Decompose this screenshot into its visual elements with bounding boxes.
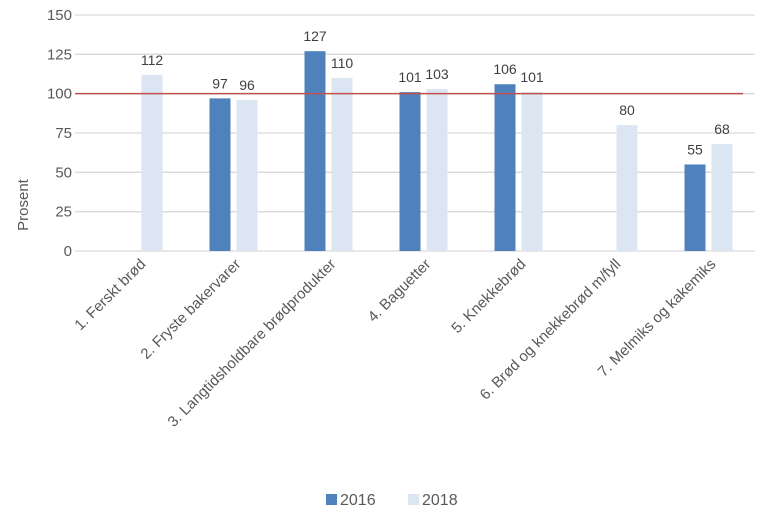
data-label: 103 xyxy=(425,66,449,82)
bar-2016-3 xyxy=(304,51,326,251)
bar-2018-6 xyxy=(616,125,638,251)
x-tick-label: 5. Knekkebrød xyxy=(448,256,529,337)
data-label: 97 xyxy=(212,75,228,91)
legend-label: 2016 xyxy=(340,492,376,509)
legend-swatch-2018 xyxy=(408,494,419,505)
y-tick-label: 25 xyxy=(55,204,72,221)
bar-2016-4 xyxy=(399,92,421,252)
y-tick-label: 125 xyxy=(47,46,72,63)
bar-2018-3 xyxy=(331,77,353,251)
data-label: 101 xyxy=(398,69,422,85)
data-label: 110 xyxy=(331,55,354,71)
y-tick-label: 0 xyxy=(64,243,72,260)
bar-2018-4 xyxy=(426,88,448,252)
x-tick-label: 3. Langtidsholdbare brødprodukter xyxy=(165,256,340,431)
data-label: 96 xyxy=(239,77,255,93)
x-tick-label: 4. Baguetter xyxy=(365,256,435,326)
x-tick-label: 2. Fryste bakervarer xyxy=(137,256,244,363)
y-tick-label: 100 xyxy=(47,86,72,103)
y-tick-label: 75 xyxy=(55,125,72,142)
bar-2018-7 xyxy=(711,144,733,251)
data-label: 101 xyxy=(520,69,544,85)
data-label: 68 xyxy=(714,121,730,137)
y-tick-label: 50 xyxy=(55,164,72,181)
bar-2018-2 xyxy=(236,99,258,252)
y-tick-label: 150 xyxy=(47,7,72,24)
legend: 2016 2018 xyxy=(326,492,458,509)
y-axis-label: Prosent xyxy=(15,178,32,231)
bar-2018-5 xyxy=(521,92,543,252)
data-label: 80 xyxy=(619,102,635,118)
data-label: 112 xyxy=(141,52,164,68)
bar-2016-2 xyxy=(209,98,231,252)
bars xyxy=(141,51,733,252)
bar-2018-1 xyxy=(141,74,163,251)
x-tick-label: 1. Ferskt brød xyxy=(71,256,149,334)
data-label: 55 xyxy=(687,141,703,157)
y-axis-ticks: 0 25 50 75 100 125 150 xyxy=(47,7,72,260)
data-label: 106 xyxy=(493,61,517,77)
legend-label: 2018 xyxy=(422,492,458,509)
bar-2016-7 xyxy=(684,164,706,251)
legend-swatch-2016 xyxy=(326,494,337,505)
bar-2016-5 xyxy=(494,84,516,251)
data-label: 127 xyxy=(303,28,327,44)
